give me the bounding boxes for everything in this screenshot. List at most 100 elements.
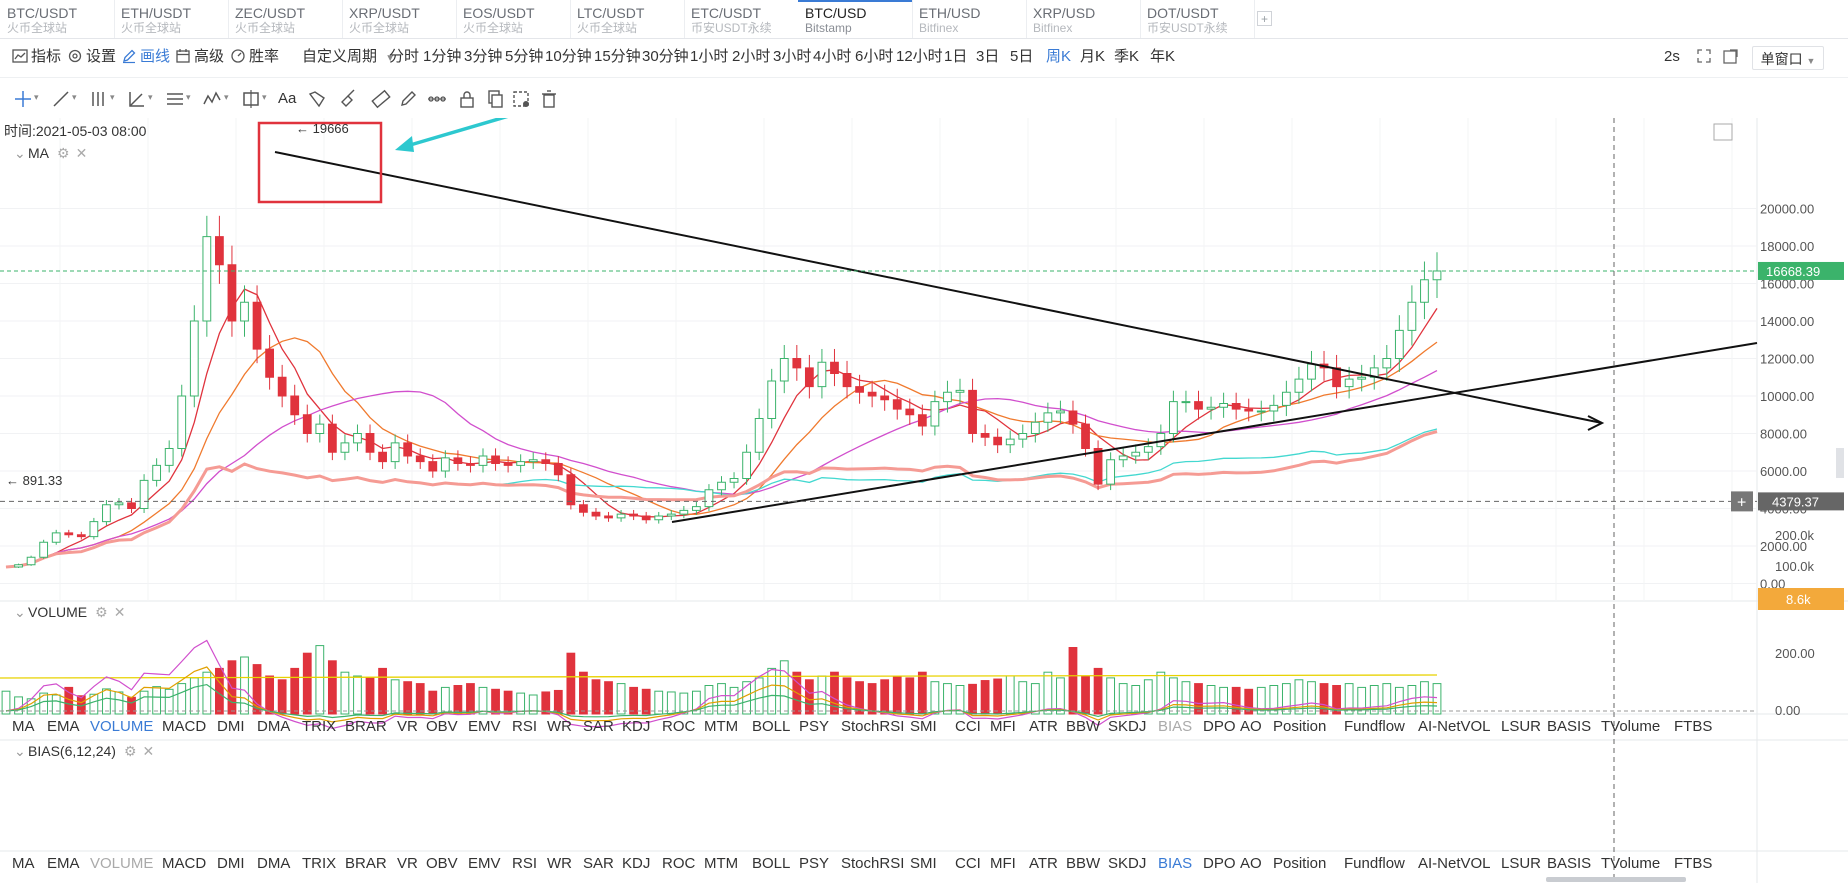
indicator-tab-atr[interactable]: ATR xyxy=(1029,718,1058,735)
indicator-tab-bias[interactable]: BIAS xyxy=(1158,855,1193,872)
indicator-tab-brar[interactable]: BRAR xyxy=(345,718,387,735)
indicator-tab-wr[interactable]: WR xyxy=(547,855,572,872)
indicator-tab-obv[interactable]: OBV xyxy=(426,718,458,735)
trash-icon[interactable] xyxy=(538,88,560,110)
indicator-tab-mtm[interactable]: MTM xyxy=(704,855,739,872)
indicator-tab-vr[interactable]: VR xyxy=(397,718,418,735)
gear-icon[interactable]: ⚙ xyxy=(95,604,108,620)
indicator-tab-brar[interactable]: BRAR xyxy=(345,855,387,872)
ruler-icon[interactable] xyxy=(370,88,392,110)
indicator-tab-dpo[interactable]: DPO xyxy=(1203,718,1236,735)
pencil-icon[interactable] xyxy=(398,88,420,110)
horizontal-lines-icon[interactable]: ▾ xyxy=(164,88,191,110)
indicator-tab-ema[interactable]: EMA xyxy=(47,855,80,872)
period-4[interactable]: 10分钟 xyxy=(545,48,592,65)
pattern-icon[interactable] xyxy=(426,88,448,110)
indicator-tab-ftbs[interactable]: FTBS xyxy=(1674,718,1713,735)
period-0[interactable]: 分时 xyxy=(389,48,420,65)
tab-btc-usdt[interactable]: BTC/USDT 火币全球站 xyxy=(0,0,115,38)
angle-icon[interactable]: ▾ xyxy=(126,88,153,110)
period-9[interactable]: 3小时 xyxy=(773,48,812,65)
period-14[interactable]: 3日 xyxy=(976,48,1000,65)
indicator-tab-dma[interactable]: DMA xyxy=(257,855,291,872)
tab-eth-usdt[interactable]: ETH/USDT 火币全球站 xyxy=(114,0,229,38)
chart-canvas[interactable]: 20000.00 18000.00 16000.00 14000.00 12000.00… xyxy=(0,118,1848,883)
indicator-tab-roc[interactable]: ROC xyxy=(662,855,696,872)
indicator-tab-basis[interactable]: BASIS xyxy=(1547,855,1592,872)
period-17[interactable]: 月K xyxy=(1080,48,1106,65)
indicator-tab-mfi[interactable]: MFI xyxy=(990,718,1016,735)
indicator-tab-roc[interactable]: ROC xyxy=(662,718,696,735)
advanced-button[interactable]: 高级 xyxy=(175,48,224,66)
indicator-tab-position[interactable]: Position xyxy=(1273,718,1327,735)
chevron-down-icon[interactable]: ⌄ xyxy=(14,743,26,759)
indicator-tab-rsi[interactable]: RSI xyxy=(512,855,538,872)
settings-button[interactable]: 设置 xyxy=(67,48,116,66)
chevron-down-icon[interactable]: ▾ xyxy=(110,92,115,102)
copy-icon[interactable] xyxy=(484,88,506,110)
rectangle-icon[interactable]: ▾ xyxy=(240,88,267,110)
indicator-tab-wr[interactable]: WR xyxy=(547,718,572,735)
close-icon[interactable]: ✕ xyxy=(75,145,88,161)
indicator-tab-volume[interactable]: VOLUME xyxy=(90,855,154,872)
period-7[interactable]: 1小时 xyxy=(690,48,729,65)
tab-xrp-usd[interactable]: XRP/USD Bitfinex xyxy=(1026,0,1141,38)
indicator-tab-dma[interactable]: DMA xyxy=(257,718,291,735)
indicator-tab-skdj[interactable]: SKDJ xyxy=(1108,718,1147,735)
indicator-tab-ma[interactable]: MA xyxy=(12,855,35,872)
indicator-tab-macd[interactable]: MACD xyxy=(162,855,207,872)
indicator-tab-sar[interactable]: SAR xyxy=(583,718,614,735)
custom-period-dropdown[interactable]: 自定义周期 ▼ xyxy=(302,48,395,68)
window-mode-select[interactable]: 单窗口 ▼ xyxy=(1752,46,1824,70)
period-6[interactable]: 30分钟 xyxy=(642,48,689,65)
indicator-tab-boll[interactable]: BOLL xyxy=(752,855,791,872)
tab-eth-usd[interactable]: ETH/USD Bitfinex xyxy=(912,0,1027,38)
indicator-tab-vr[interactable]: VR xyxy=(397,855,418,872)
indicator-tab-bias[interactable]: BIAS xyxy=(1158,718,1193,735)
magnet-icon[interactable] xyxy=(510,88,532,110)
indicator-tab-volume[interactable]: VOLUME xyxy=(90,718,154,735)
indicator-tab-ma[interactable]: MA xyxy=(12,718,35,735)
chevron-down-icon[interactable]: ▾ xyxy=(186,92,191,102)
indicator-tab-rsi[interactable]: RSI xyxy=(512,718,538,735)
indicator-tab-bbw[interactable]: BBW xyxy=(1066,718,1101,735)
period-8[interactable]: 2小时 xyxy=(732,48,771,65)
period-10[interactable]: 4小时 xyxy=(813,48,852,65)
tab-ltc-usdt[interactable]: LTC/USDT 火币全球站 xyxy=(570,0,685,38)
indicator-tab-atr[interactable]: ATR xyxy=(1029,855,1058,872)
lock-icon[interactable] xyxy=(456,88,478,110)
indicator-tab-lsur[interactable]: LSUR xyxy=(1501,718,1542,735)
chevron-down-icon[interactable]: ▾ xyxy=(72,92,77,102)
indicator-tab-cci[interactable]: CCI xyxy=(955,855,981,872)
indicator-tab-ftbs[interactable]: FTBS xyxy=(1674,855,1713,872)
indicator-tab-lsur[interactable]: LSUR xyxy=(1501,855,1542,872)
crosshair-icon[interactable]: ▾ xyxy=(12,88,39,110)
indicator-tab-trix[interactable]: TRIX xyxy=(302,718,337,735)
period-12[interactable]: 12小时 xyxy=(896,48,943,65)
chevron-down-icon[interactable]: ▾ xyxy=(148,92,153,102)
indicator-tab-sar[interactable]: SAR xyxy=(583,855,614,872)
indicator-tab-skdj[interactable]: SKDJ xyxy=(1108,855,1147,872)
indicator-tab-cci[interactable]: CCI xyxy=(955,718,981,735)
trend-line-icon[interactable]: ▾ xyxy=(50,88,77,110)
indicator-tab-ao[interactable]: AO xyxy=(1240,718,1262,735)
text-icon[interactable]: Aa xyxy=(278,90,297,107)
indicator-tab-dmi[interactable]: DMI xyxy=(217,855,245,872)
indicator-tab-mfi[interactable]: MFI xyxy=(990,855,1016,872)
period-13[interactable]: 1日 xyxy=(944,48,968,65)
indicator-tab-emv[interactable]: EMV xyxy=(468,718,501,735)
indicator-tab-mtm[interactable]: MTM xyxy=(704,718,739,735)
indicator-tab-ao[interactable]: AO xyxy=(1240,855,1262,872)
indicator-tab-tvolume[interactable]: TVolume xyxy=(1601,718,1661,735)
period-18[interactable]: 季K xyxy=(1114,48,1140,65)
indicator-tab-stochrsi[interactable]: StochRSI xyxy=(841,718,905,735)
indicator-tab-psy[interactable]: PSY xyxy=(799,855,830,872)
chevron-down-icon[interactable]: ▾ xyxy=(224,92,229,102)
indicator-tab-smi[interactable]: SMI xyxy=(910,718,937,735)
tab-zec-usdt[interactable]: ZEC/USDT 火币全球站 xyxy=(228,0,343,38)
indicator-tab-basis[interactable]: BASIS xyxy=(1547,718,1592,735)
period-3[interactable]: 5分钟 xyxy=(505,48,544,65)
indicator-tab-psy[interactable]: PSY xyxy=(799,718,830,735)
indicator-tab-smi[interactable]: SMI xyxy=(910,855,937,872)
tab-btc-usd[interactable]: BTC/USD Bitstamp xyxy=(798,0,913,38)
